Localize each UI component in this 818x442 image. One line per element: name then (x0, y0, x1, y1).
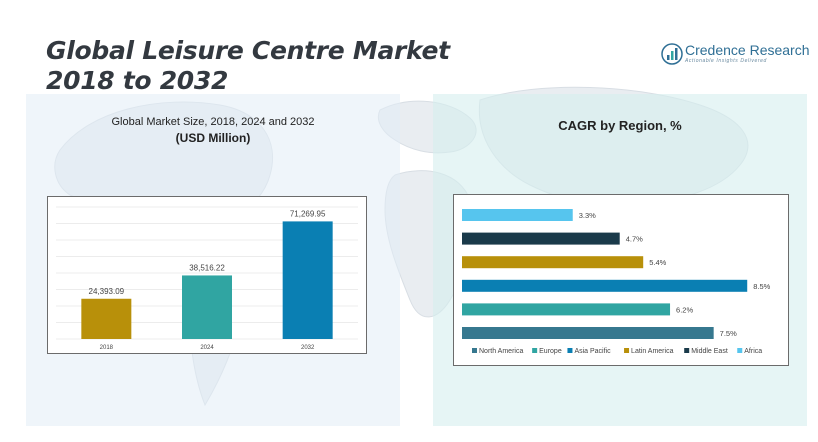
legend-swatch-asia-pacific (567, 348, 573, 353)
legend-label-africa: Africa (744, 348, 762, 355)
x-tick-label-2018: 2018 (100, 345, 114, 351)
bar-north-america (462, 327, 714, 339)
cagr-horizontal-bar-chart: 3.3% 4.7% 5.4% 8.5% 6.2% 7.5% North America Eur… (462, 209, 771, 355)
legend-label-north-america: North America (479, 348, 523, 355)
bar-middle-east (462, 232, 620, 245)
brand-name: Credence Research (685, 42, 810, 58)
data-label-2024: 38,516.22 (189, 263, 225, 272)
bar-latin-america (462, 256, 644, 269)
data-label-2018: 24,393.09 (89, 287, 125, 296)
legend-swatch-north-america (472, 348, 477, 353)
title-line-1: Global Leisure Centre Market (46, 36, 450, 65)
legend-swatch-europe (532, 348, 538, 353)
market-size-bar-chart: 24,393.09 2018 38,516.22 2024 71,269.95 2032 (56, 206, 358, 351)
x-tick-label-2032: 2032 (301, 345, 315, 351)
bar-2032 (282, 221, 333, 339)
data-label-2032: 71,269.95 (290, 209, 326, 218)
legend-swatch-africa (737, 348, 743, 353)
market-size-panel: Global Market Size, 2018, 2024 and 2032 … (26, 94, 400, 426)
data-label-asia-pacific: 8.5% (753, 282, 770, 291)
legend-swatch-middle-east (684, 348, 690, 353)
brand-tagline: Actionable Insights Delivered (685, 58, 767, 64)
cagr-panel: CAGR by Region, % 3.3% 4.7% 5.4% 8.5% 6.2% 7.… (433, 94, 807, 426)
market-size-chart-subtitle: (USD Million) (175, 131, 251, 145)
x-tick-label-2024: 2024 (200, 345, 214, 351)
market-size-plot-area: 24,393.09 2018 38,516.22 2024 71,269.95 2032 (47, 196, 367, 354)
cagr-chart-title: CAGR by Region, % (558, 118, 682, 133)
data-label-europe: 6.2% (676, 305, 693, 314)
bar-2024 (182, 275, 232, 339)
data-label-middle-east: 4.7% (626, 235, 643, 244)
data-label-africa: 3.3% (579, 211, 596, 220)
title-line-2: 2018 to 2032 (46, 66, 229, 95)
legend-label-latin-america: Latin America (631, 348, 674, 355)
bar-asia-pacific (462, 279, 748, 292)
page-title: Global Leisure Centre Market 2018 to 203… (46, 36, 450, 96)
bar-2018 (81, 298, 132, 339)
data-label-latin-america: 5.4% (649, 258, 666, 267)
legend-label-asia-pacific: Asia Pacific (574, 348, 611, 355)
bar-africa (462, 209, 573, 221)
legend-swatch-latin-america (624, 348, 630, 353)
credence-logo-icon (661, 43, 683, 65)
legend-label-middle-east: Middle East (691, 348, 728, 355)
cagr-plot-area: 3.3% 4.7% 5.4% 8.5% 6.2% 7.5% North America Eur… (453, 194, 789, 366)
market-size-chart-title: Global Market Size, 2018, 2024 and 2032 (111, 116, 315, 128)
bar-europe (462, 303, 671, 316)
data-label-north-america: 7.5% (720, 329, 737, 338)
legend-label-europe: Europe (539, 348, 562, 355)
